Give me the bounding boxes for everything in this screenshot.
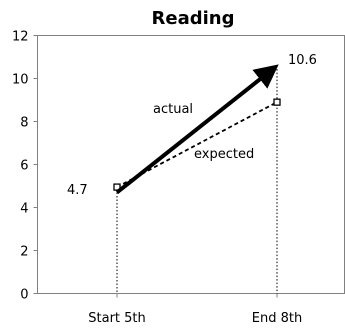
- y-axis: 0 2 4 6 8 10 12: [12, 30, 38, 303]
- x-category-label: End 8th: [252, 311, 302, 326]
- start-value-label: 4.7: [67, 183, 88, 198]
- y-tick-label: 2: [20, 245, 28, 260]
- expected-point: [273, 98, 281, 106]
- series-group: [113, 64, 281, 195]
- expected-series-label: expected: [194, 147, 254, 162]
- y-tick-label: 8: [20, 116, 28, 131]
- y-tick-label: 12: [12, 30, 29, 45]
- plot-frame: [37, 35, 345, 294]
- y-tick-label: 6: [20, 159, 28, 174]
- end-value-label: 10.6: [288, 53, 317, 68]
- y-tick-label: 4: [20, 202, 28, 217]
- chart-title: Reading: [152, 8, 235, 29]
- y-tick-label: 10: [12, 73, 29, 88]
- x-category-label: Start 5th: [88, 311, 146, 326]
- actual-arrow: [115, 64, 279, 195]
- label-group: 4.7 10.6 actual expected: [67, 53, 317, 198]
- x-axis: Start 5th End 8th: [88, 293, 302, 326]
- actual-series-label: actual: [153, 102, 193, 117]
- y-tick-label: 0: [20, 288, 28, 303]
- guide-lines: [116, 65, 278, 294]
